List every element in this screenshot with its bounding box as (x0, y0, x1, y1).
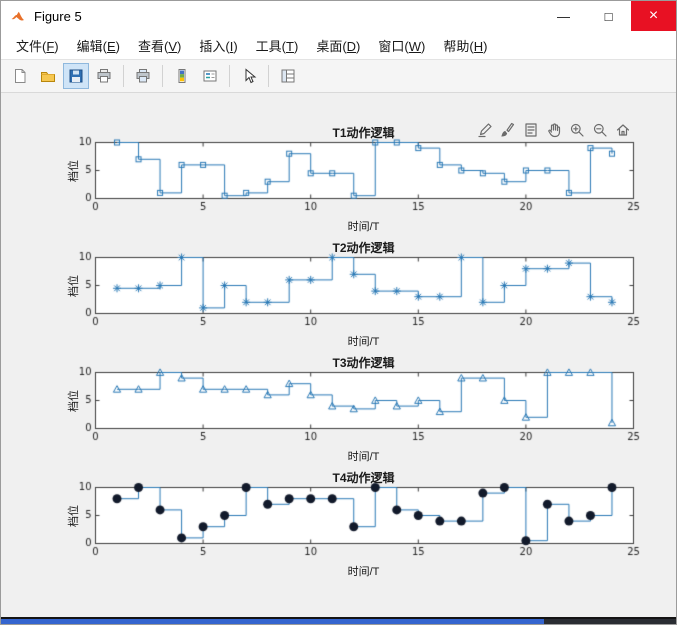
taskbar-edge-highlight (1, 619, 544, 624)
window-bottom-border (1, 617, 676, 624)
taskbar-edge (1, 619, 676, 624)
subplot-4: T4动作逻辑档位时间/T (1, 469, 676, 584)
plot-canvas[interactable] (71, 366, 658, 448)
plot-canvas[interactable] (71, 481, 658, 563)
open-folder-icon[interactable] (35, 63, 61, 89)
axes-edit-icon[interactable] (475, 120, 495, 140)
minimize-button[interactable]: — (541, 1, 586, 31)
print-preview-icon[interactable] (130, 63, 156, 89)
subplot-2: T2动作逻辑档位时间/T (1, 239, 676, 354)
close-button[interactable]: × (631, 1, 676, 31)
save-icon[interactable] (63, 63, 89, 89)
menu-item-desktop[interactable]: 桌面(D) (316, 38, 361, 54)
axes-brush-icon[interactable] (498, 120, 518, 140)
axes-toolbar (475, 120, 633, 140)
subplot-1: T1动作逻辑档位时间/T (1, 122, 676, 239)
subplot-3: T3动作逻辑档位时间/T (1, 354, 676, 469)
axes-datatips-icon[interactable] (521, 120, 541, 140)
menu-item-file[interactable]: 文件(F) (16, 38, 59, 54)
menu-bar: 文件(F) 编辑(E) 查看(V) 插入(I) 工具(T) 桌面(D) 窗口(W) 帮助(H) (1, 31, 676, 59)
new-document-icon[interactable] (7, 63, 33, 89)
colorbar-icon[interactable] (169, 63, 195, 89)
bottom-border-line (1, 617, 676, 619)
insert-legend-icon[interactable] (197, 63, 223, 89)
matlab-figure-icon (10, 8, 26, 24)
figure-canvas-area: T1动作逻辑档位时间/TT2动作逻辑档位时间/TT3动作逻辑档位时间/TT4动作… (1, 93, 676, 617)
x-axis-label: 时间/T (347, 566, 380, 578)
axes-pan-icon[interactable] (544, 120, 564, 140)
x-axis-label: 时间/T (347, 451, 380, 463)
menu-item-view[interactable]: 查看(V) (138, 38, 182, 54)
menu-item-insert[interactable]: 插入(I) (199, 38, 238, 54)
menu-item-window[interactable]: 窗口(W) (378, 38, 426, 54)
toolbar-separator (162, 65, 163, 87)
axes-restore-view-icon[interactable] (613, 120, 633, 140)
window-title: Figure 5 (34, 8, 82, 24)
axes-zoom-out-icon[interactable] (590, 120, 610, 140)
toolbar-separator (123, 65, 124, 87)
menu-item-help[interactable]: 帮助(H) (443, 38, 488, 54)
window-controls: — □ × (541, 1, 676, 31)
property-inspector-icon[interactable] (275, 63, 301, 89)
titlebar: Figure 5 — □ × (1, 1, 676, 31)
menu-item-edit[interactable]: 编辑(E) (76, 38, 120, 54)
toolbar (1, 59, 676, 93)
toolbar-separator (268, 65, 269, 87)
print-icon[interactable] (91, 63, 117, 89)
plot-canvas[interactable] (71, 251, 658, 333)
menu-item-tools[interactable]: 工具(T) (255, 38, 299, 54)
edit-plot-pointer-icon[interactable] (236, 63, 262, 89)
axes-zoom-in-icon[interactable] (567, 120, 587, 140)
plot-canvas[interactable] (71, 136, 658, 218)
x-axis-label: 时间/T (347, 336, 380, 348)
maximize-button[interactable]: □ (586, 1, 631, 31)
toolbar-separator (229, 65, 230, 87)
x-axis-label: 时间/T (347, 221, 380, 233)
